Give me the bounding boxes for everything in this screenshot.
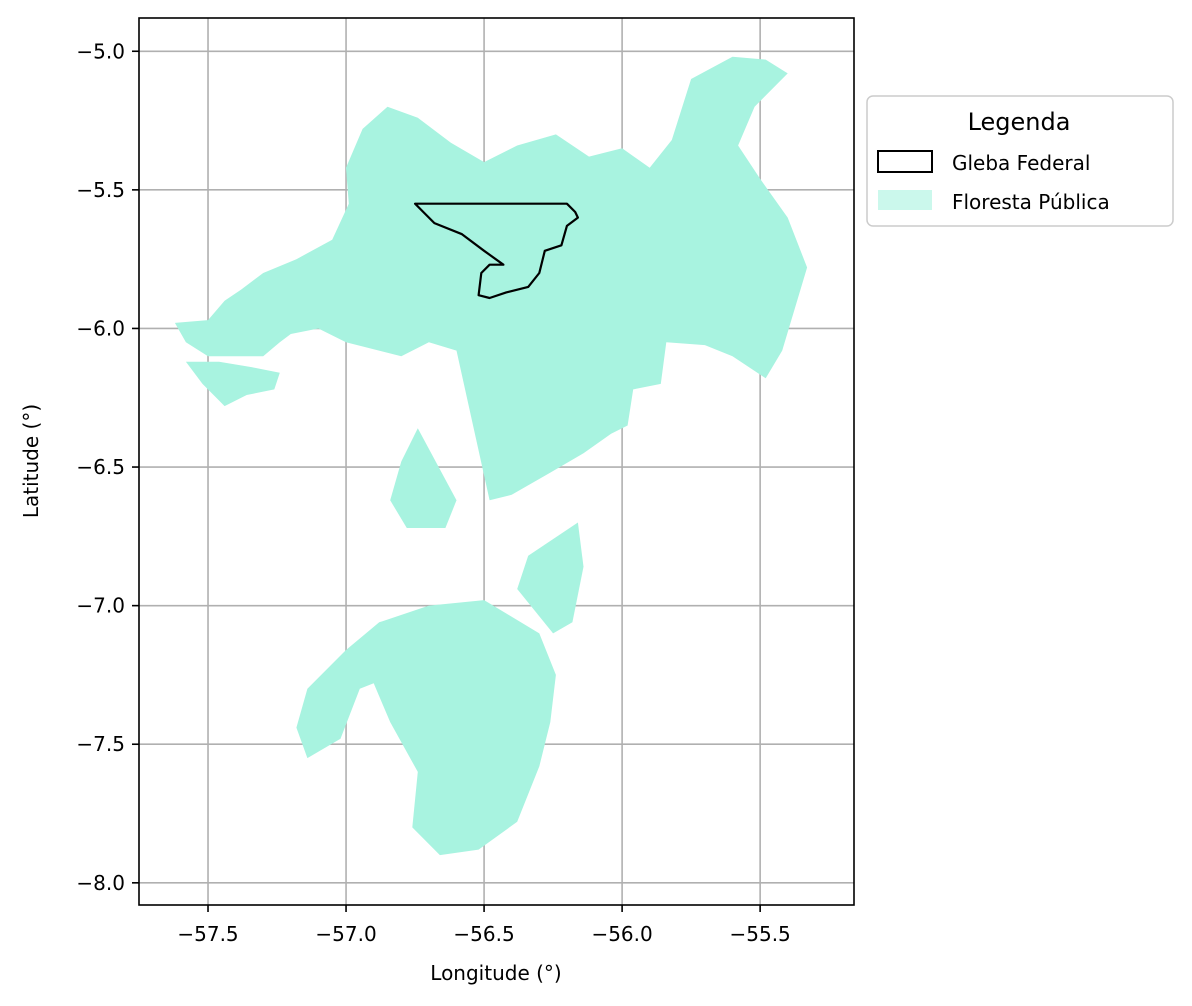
x-axis-ticks: −57.5 −57.0 −56.5 −56.0 −55.5 xyxy=(177,905,791,946)
legend: Legenda Gleba Federal Floresta Pública xyxy=(866,95,1174,227)
floresta-polygon-4 xyxy=(517,522,584,634)
floresta-polygon-0 xyxy=(174,56,808,501)
y-tick-label-5: −7.5 xyxy=(76,732,125,756)
legend-label-gleba-federal: Gleba Federal xyxy=(952,151,1090,175)
y-axis-ticks: −5.0 −5.5 −6.0 −6.5 −7.0 −7.5 −8.0 xyxy=(76,39,139,895)
y-tick-label-6: −8.0 xyxy=(76,871,125,895)
legend-frame xyxy=(866,95,1174,227)
y-tick-label-0: −5.0 xyxy=(76,39,125,63)
floresta-polygon-1 xyxy=(185,361,280,407)
x-tick-label-4: −55.5 xyxy=(729,922,790,946)
y-tick-label-3: −6.5 xyxy=(76,455,125,479)
x-tick-label-2: −56.5 xyxy=(453,922,514,946)
y-tick-label-2: −6.0 xyxy=(76,316,125,340)
gleba-polygon-0 xyxy=(414,202,579,300)
legend-swatch-gleba-federal xyxy=(877,150,933,173)
x-tick-label-3: −56.0 xyxy=(591,922,652,946)
floresta-polygon-2 xyxy=(390,428,457,528)
x-tick-label-1: −57.0 xyxy=(315,922,376,946)
legend-label-floresta-publica: Floresta Pública xyxy=(952,190,1110,214)
gleba-federal-layer xyxy=(414,202,579,300)
floresta-publica-layer xyxy=(174,56,808,856)
legend-title: Legenda xyxy=(968,108,1071,136)
x-tick-label-0: −57.5 xyxy=(177,922,238,946)
floresta-polygon-3 xyxy=(296,600,556,856)
legend-swatch-floresta-publica xyxy=(878,190,932,210)
x-axis-label: Longitude (°) xyxy=(430,961,561,985)
y-tick-label-1: −5.5 xyxy=(76,178,125,202)
y-tick-label-4: −7.0 xyxy=(76,594,125,618)
plot-frame xyxy=(138,17,855,906)
y-axis-label: Latitude (°) xyxy=(19,404,43,518)
